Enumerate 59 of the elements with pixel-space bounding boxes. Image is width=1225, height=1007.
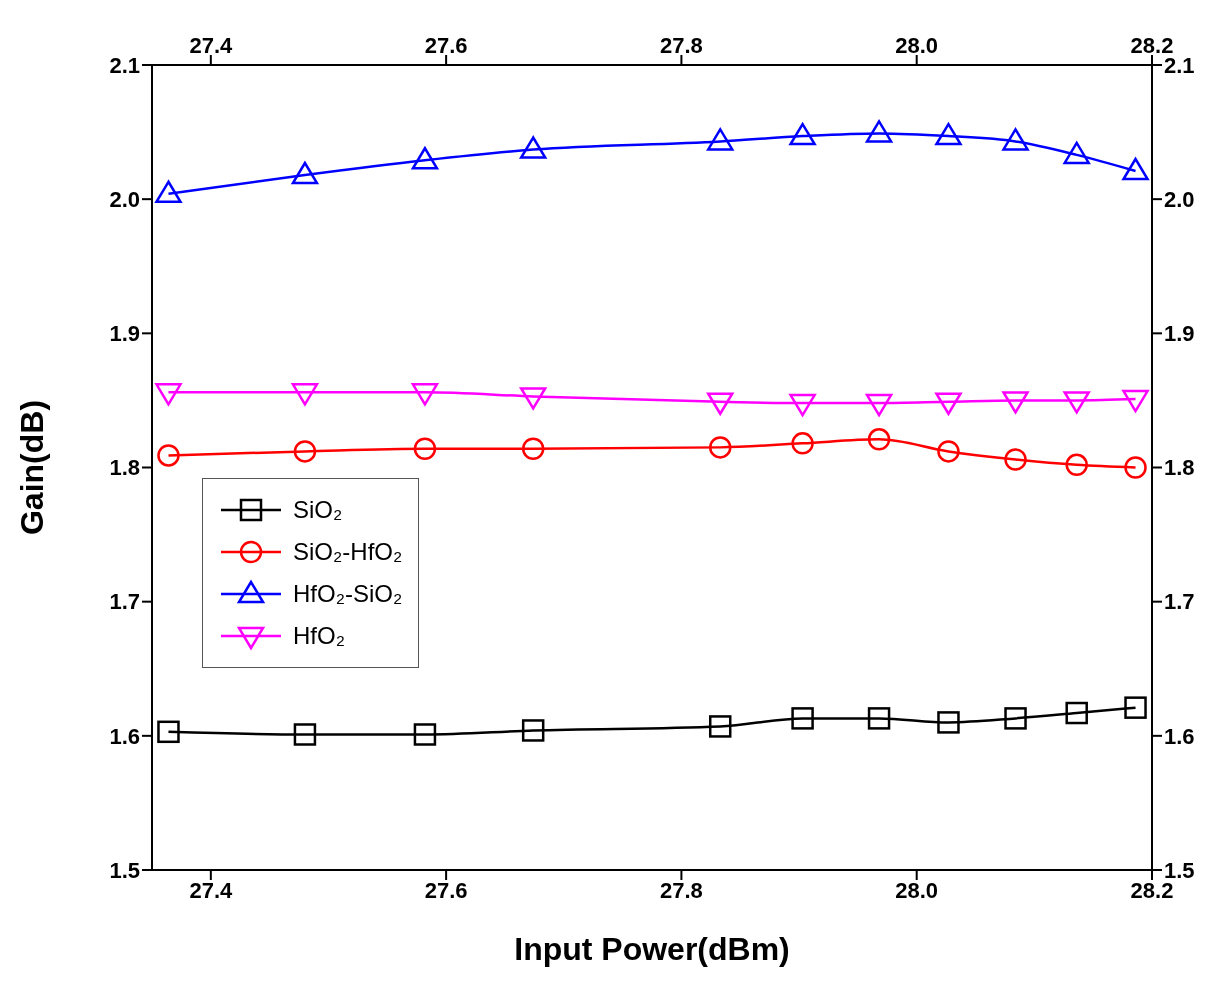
point bbox=[1004, 707, 1027, 730]
point bbox=[708, 436, 732, 459]
legend-label: HfO₂ bbox=[293, 622, 345, 650]
point bbox=[867, 707, 891, 730]
point bbox=[1002, 128, 1029, 151]
point bbox=[1063, 141, 1090, 165]
y-tick-label: 1.8 bbox=[109, 455, 140, 481]
point bbox=[413, 437, 437, 460]
point bbox=[937, 711, 960, 734]
y-axis-title: Gain(dB) bbox=[14, 399, 51, 536]
point bbox=[519, 136, 547, 159]
y-tick-label: 2.0 bbox=[109, 186, 140, 212]
y2-tick-label: 2.0 bbox=[1164, 186, 1195, 212]
y2-tick-label: 1.9 bbox=[1164, 321, 1195, 347]
point bbox=[937, 440, 960, 463]
point bbox=[157, 444, 180, 467]
x-tick-label: 27.6 bbox=[424, 33, 468, 58]
y2-tick-label: 1.8 bbox=[1164, 455, 1195, 481]
x2-tick-label: 27.8 bbox=[660, 877, 703, 903]
y-tick-label: 1.6 bbox=[109, 723, 140, 749]
point bbox=[1004, 448, 1027, 471]
point bbox=[708, 715, 732, 738]
point bbox=[1124, 696, 1147, 719]
x2-tick-label: 27.4 bbox=[189, 877, 233, 903]
point bbox=[1065, 701, 1088, 725]
point bbox=[413, 723, 437, 746]
point bbox=[293, 440, 317, 463]
point bbox=[789, 122, 816, 146]
point bbox=[1124, 456, 1147, 479]
point bbox=[521, 437, 545, 460]
y-tick-label: 1.7 bbox=[109, 589, 140, 615]
point bbox=[411, 147, 439, 170]
y-tick-label: 2.1 bbox=[109, 52, 140, 78]
point bbox=[867, 428, 891, 451]
legend-label: HfO₂-SiO₂ bbox=[293, 580, 403, 608]
point bbox=[1122, 157, 1149, 181]
point bbox=[291, 161, 319, 185]
point bbox=[791, 432, 814, 455]
point bbox=[521, 719, 545, 742]
y2-tick-label: 1.6 bbox=[1164, 723, 1195, 749]
y-tick-label: 1.5 bbox=[109, 857, 140, 883]
point bbox=[706, 128, 734, 151]
y-tick-label: 1.9 bbox=[109, 321, 140, 347]
point bbox=[791, 707, 814, 730]
legend-label: SiO₂ bbox=[293, 496, 343, 524]
point bbox=[865, 120, 893, 143]
y2-tick-label: 1.7 bbox=[1164, 589, 1195, 615]
x-tick-label: 27.4 bbox=[189, 33, 233, 58]
point bbox=[293, 723, 317, 746]
x2-tick-label: 27.6 bbox=[424, 877, 468, 903]
x-tick-label: 27.8 bbox=[660, 33, 703, 58]
point bbox=[155, 180, 182, 204]
point bbox=[1065, 453, 1088, 477]
point bbox=[157, 720, 180, 744]
x-axis-title: Input Power(dBm) bbox=[514, 931, 790, 967]
legend-label: SiO₂-HfO₂ bbox=[293, 538, 403, 566]
x-tick-label: 28.0 bbox=[895, 33, 939, 58]
x2-tick-label: 28.0 bbox=[895, 877, 939, 903]
point bbox=[935, 122, 962, 146]
